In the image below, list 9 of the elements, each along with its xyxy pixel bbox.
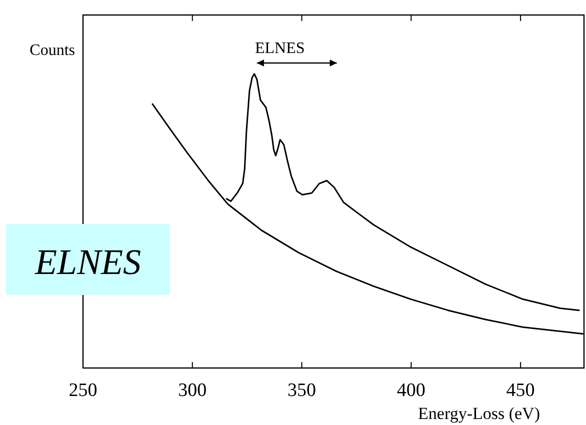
y-axis-title: Counts [30,42,75,59]
x-tick-label: 250 [68,380,98,401]
x-tick-label: 450 [506,380,535,401]
annotation: ELNES [34,242,142,282]
x-tick-label: 350 [288,380,316,401]
x-tick-label: 400 [396,380,426,401]
x-tick-label: 300 [178,380,207,401]
x-axis-title: Energy-Loss (eV) [418,404,540,423]
text: ELNES [255,40,305,57]
